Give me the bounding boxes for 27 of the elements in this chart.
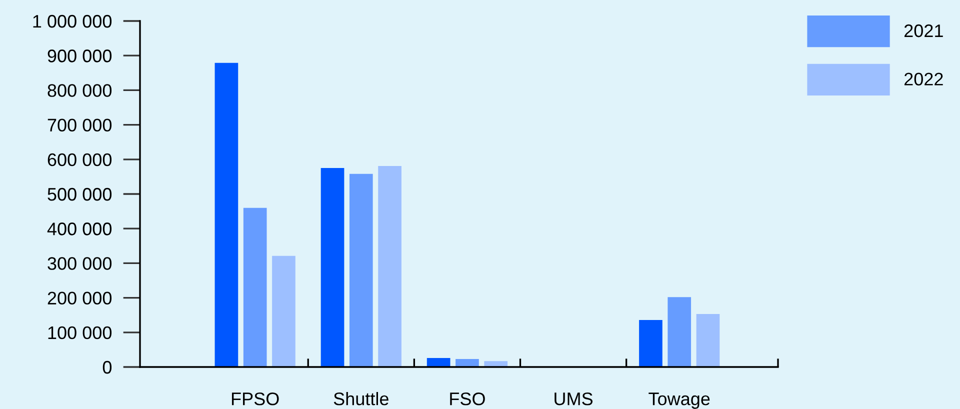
y-tick-label: 300 000 — [48, 257, 112, 270]
legend-label: 2022 — [904, 72, 943, 86]
bar — [696, 314, 720, 367]
y-tick-label: 200 000 — [48, 292, 112, 305]
x-tick-label: UMS — [554, 392, 593, 406]
y-tick-label: 800 000 — [48, 84, 112, 97]
x-tick-label: Towage — [648, 392, 710, 409]
legend-label: 2021 — [904, 24, 943, 38]
x-tick-label: FSO — [450, 392, 485, 406]
y-tick-label: 900 000 — [48, 50, 112, 62]
y-tick-label: 100 000 — [48, 326, 112, 340]
bar — [378, 166, 402, 367]
y-tick-label: 700 000 — [48, 118, 112, 132]
bar — [272, 256, 296, 367]
y-tick-label: 500 000 — [48, 188, 112, 201]
y-tick-label: 0 — [102, 360, 112, 374]
bar — [668, 297, 692, 367]
x-tick-label: Shuttle — [334, 392, 388, 406]
bar — [639, 320, 662, 367]
bar — [214, 62, 238, 367]
bar — [243, 208, 267, 367]
y-tick-label: 400 000 — [47, 222, 112, 236]
y-tick-label: 1 000 000 — [33, 14, 112, 28]
y-tick-label: 600 000 — [48, 153, 112, 166]
bar — [320, 168, 344, 367]
bar — [349, 174, 373, 367]
x-tick-label: FPSO — [232, 392, 279, 406]
